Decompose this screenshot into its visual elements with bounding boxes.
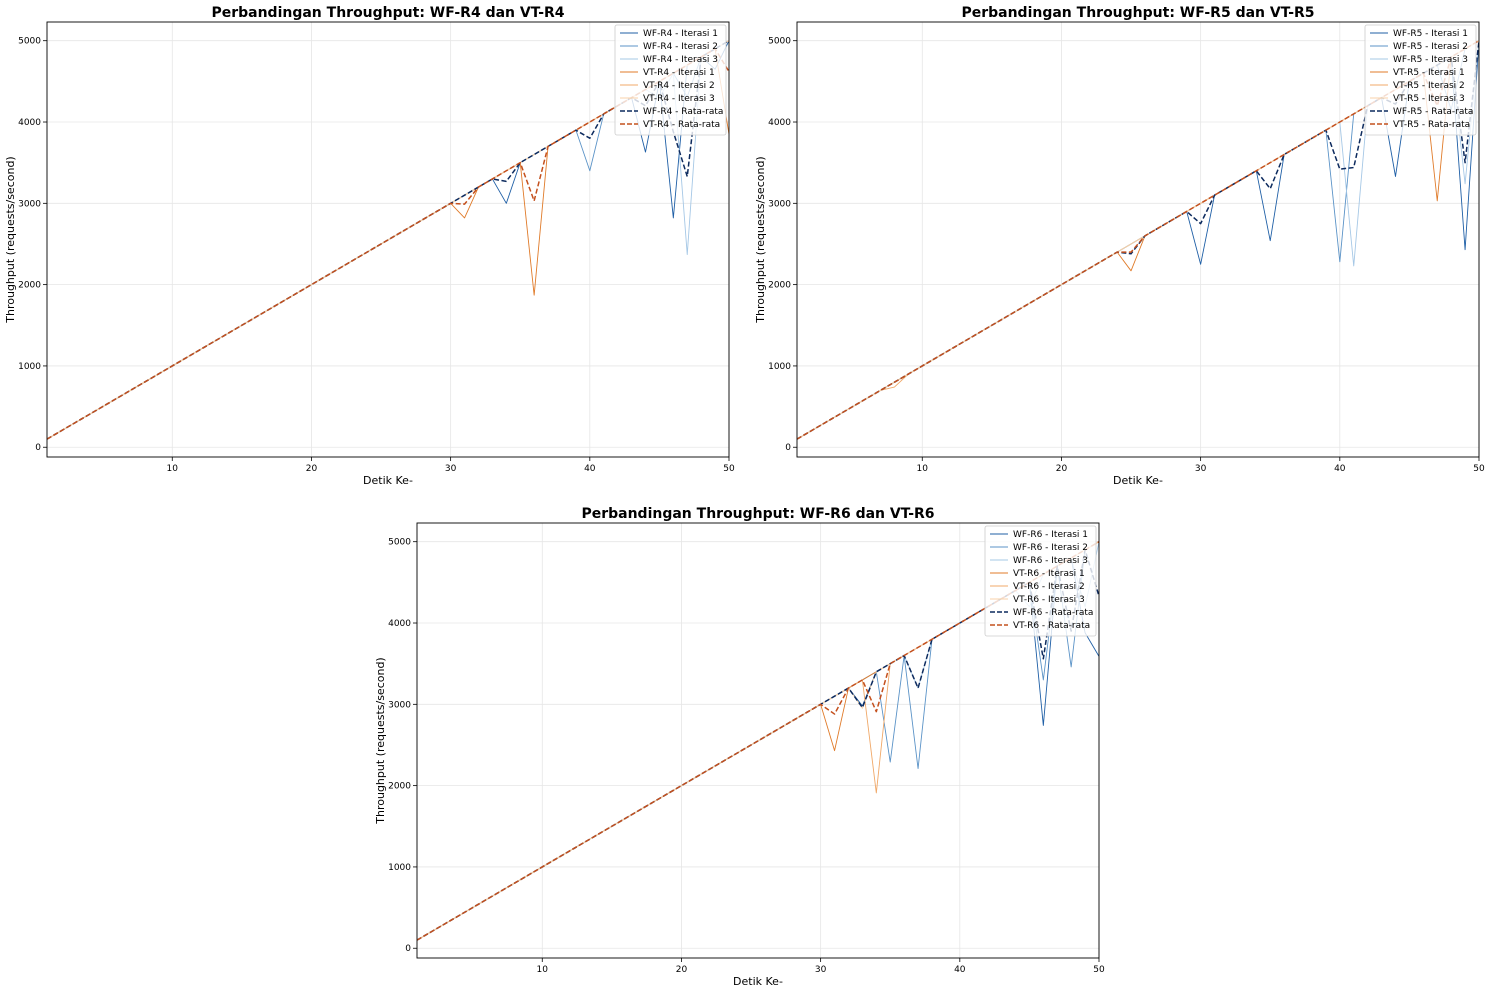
x-tick-label: 10 <box>917 464 929 474</box>
y-tick-label: 4000 <box>768 118 791 128</box>
y-axis-label: Throughput (requests/second) <box>374 657 387 824</box>
legend-label: VT-R4 - Iterasi 3 <box>643 94 715 104</box>
legend-label: VT-R6 - Iterasi 2 <box>1013 582 1085 592</box>
x-tick-label: 30 <box>815 965 827 975</box>
legend-box <box>614 24 727 136</box>
legend-label: WF-R6 - Iterasi 1 <box>1013 530 1088 540</box>
y-tick-label: 2000 <box>388 782 411 792</box>
axes-frame <box>46 21 730 458</box>
y-tick-label: 5000 <box>18 37 41 47</box>
chart-wf-r6-vt-r6: 10 20 30 40 50 0 1000 2000 3000 4000 5000 Perbandin… <box>374 506 1105 988</box>
y-axis-label: Throughput (requests/second) <box>4 156 17 323</box>
y-tick-label: 2000 <box>18 281 41 291</box>
x-tick-label: 50 <box>723 464 735 474</box>
y-tick-label: 0 <box>405 944 411 954</box>
y-tick-label: 2000 <box>768 281 791 291</box>
x-axis-label: Detik Ke- <box>733 975 783 988</box>
y-tick-label: 3000 <box>768 199 791 209</box>
legend: WF-R5 - Iterasi 1 WF-R5 - Iterasi 2 WF-R5 … <box>1364 24 1477 136</box>
x-tick-label: 10 <box>537 965 549 975</box>
legend-label: WF-R5 - Rata-rata <box>1393 107 1473 117</box>
x-tick-label: 40 <box>584 464 596 474</box>
y-axis-label: Throughput (requests/second) <box>754 156 767 323</box>
y-tick-label: 3000 <box>18 199 41 209</box>
y-tick-label: 0 <box>35 443 41 453</box>
legend-label: WF-R5 - Iterasi 3 <box>1393 55 1468 65</box>
legend: WF-R6 - Iterasi 1 WF-R6 - Iterasi 2 WF-R6 … <box>984 525 1097 637</box>
legend-box <box>984 525 1097 637</box>
legend-label: WF-R5 - Iterasi 1 <box>1393 29 1468 39</box>
x-tick-label: 30 <box>445 464 457 474</box>
legend-label: VT-R5 - Iterasi 3 <box>1393 94 1465 104</box>
legend-label: VT-R6 - Iterasi 3 <box>1013 595 1085 605</box>
x-tick-label: 20 <box>1056 464 1068 474</box>
legend-label: VT-R4 - Iterasi 1 <box>643 68 715 78</box>
y-tick-label: 1000 <box>388 863 411 873</box>
legend-label: WF-R4 - Iterasi 1 <box>643 29 718 39</box>
legend-label: VT-R4 - Iterasi 2 <box>643 81 715 91</box>
x-tick-label: 20 <box>306 464 318 474</box>
legend-label: WF-R6 - Iterasi 3 <box>1013 556 1088 566</box>
legend-label: WF-R4 - Iterasi 3 <box>643 55 718 65</box>
y-tick-label: 5000 <box>768 37 791 47</box>
legend-label: WF-R4 - Iterasi 2 <box>643 42 718 52</box>
axes-frame <box>796 21 1480 458</box>
x-axis-label: Detik Ke- <box>1113 474 1163 487</box>
series-line-vt-r4-rata-rata <box>47 48 729 440</box>
chart-wf-r5-vt-r5: 10 20 30 40 50 0 1000 2000 3000 4000 5000 Perbandin… <box>754 5 1485 487</box>
y-tick-label: 0 <box>785 443 791 453</box>
x-tick-label: 40 <box>954 965 966 975</box>
legend-label: VT-R6 - Iterasi 1 <box>1013 569 1085 579</box>
y-tick-label: 4000 <box>18 118 41 128</box>
chart-title: Perbandingan Throughput: WF-R6 dan VT-R6 <box>581 506 934 522</box>
legend-label: VT-R5 - Iterasi 1 <box>1393 68 1465 78</box>
x-axis-label: Detik Ke- <box>363 474 413 487</box>
axes-frame <box>416 522 1100 959</box>
x-tick-label: 50 <box>1473 464 1485 474</box>
legend-label: VT-R6 - Rata-rata <box>1013 621 1090 631</box>
legend-label: VT-R5 - Iterasi 2 <box>1393 81 1465 91</box>
x-tick-label: 30 <box>1195 464 1207 474</box>
chart-title: Perbandingan Throughput: WF-R4 dan VT-R4 <box>211 5 564 21</box>
y-tick-label: 3000 <box>388 700 411 710</box>
y-tick-label: 1000 <box>768 362 791 372</box>
y-tick-label: 5000 <box>388 538 411 548</box>
legend-label: WF-R4 - Rata-rata <box>643 107 723 117</box>
y-tick-label: 4000 <box>388 619 411 629</box>
x-tick-label: 40 <box>1334 464 1346 474</box>
x-tick-label: 10 <box>167 464 179 474</box>
y-tick-label: 1000 <box>18 362 41 372</box>
legend-label: VT-R4 - Rata-rata <box>643 120 720 130</box>
chart-title: Perbandingan Throughput: WF-R5 dan VT-R5 <box>961 5 1314 21</box>
legend-label: WF-R5 - Iterasi 2 <box>1393 42 1468 52</box>
legend-label: WF-R6 - Rata-rata <box>1013 608 1093 618</box>
legend-label: WF-R6 - Iterasi 2 <box>1013 543 1088 553</box>
legend-label: VT-R5 - Rata-rata <box>1393 120 1470 130</box>
legend-box <box>1364 24 1477 136</box>
chart-wf-r4-vt-r4: 10 20 30 40 50 0 1000 2000 3000 4000 5000 Perbandin… <box>4 5 735 487</box>
x-tick-label: 20 <box>676 965 688 975</box>
legend: WF-R4 - Iterasi 1 WF-R4 - Iterasi 2 WF-R4 … <box>614 24 727 136</box>
x-tick-label: 50 <box>1093 965 1105 975</box>
